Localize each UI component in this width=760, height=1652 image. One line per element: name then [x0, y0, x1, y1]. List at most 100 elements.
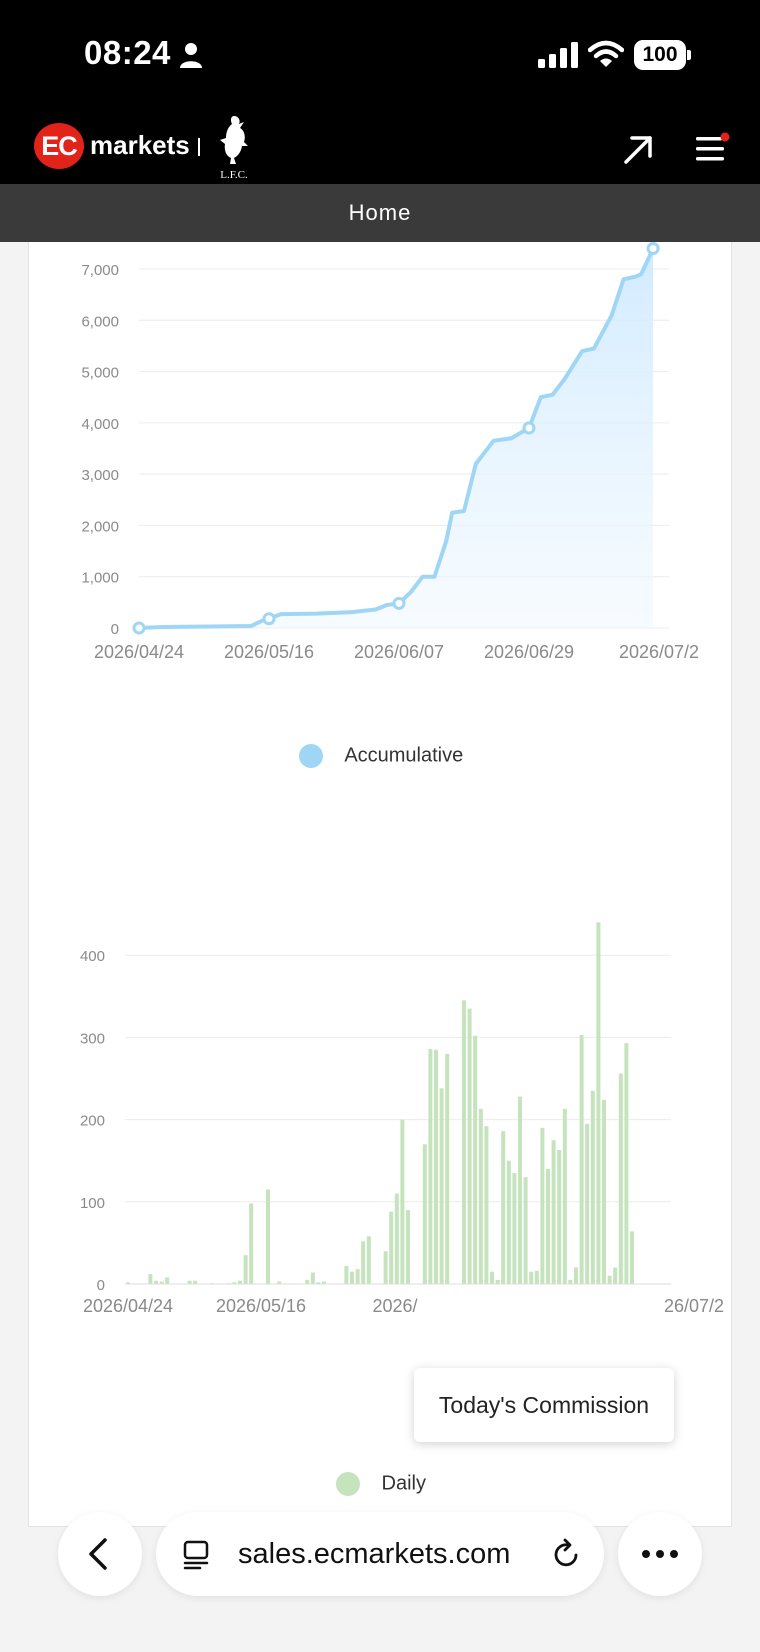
y-tick-label: 2,000: [81, 518, 119, 535]
accumulative-legend[interactable]: Accumulative: [29, 744, 733, 768]
daily-bar: [579, 1034, 584, 1284]
daily-bar: [518, 1096, 522, 1284]
chevron-left-icon: [89, 1538, 107, 1570]
daily-bar: [467, 1008, 472, 1284]
daily-bar: [618, 1073, 623, 1284]
x-tick-label: 2026/05/16: [216, 1296, 306, 1316]
daily-bar: [310, 1272, 315, 1284]
back-button[interactable]: [58, 1512, 142, 1596]
url-text: sales.ecmarkets.com: [238, 1538, 511, 1570]
logo-divider: [198, 138, 200, 156]
hamburger-menu-icon[interactable]: [694, 132, 730, 164]
page-title: Home: [348, 200, 412, 225]
daily-bar: [473, 1035, 478, 1284]
more-options-button[interactable]: [618, 1512, 702, 1596]
external-link-arrow-icon[interactable]: [622, 132, 656, 166]
daily-chart-svg: 0 100 200 300 400 500 2026/04/24 2026/05/16 2026…: [80, 866, 724, 1316]
ellipsis-icon: [642, 1550, 678, 1558]
y-tick-label: 300: [80, 1030, 105, 1047]
daily-bar: [126, 1282, 130, 1284]
daily-bar: [562, 1108, 567, 1284]
daily-bar: [624, 1043, 629, 1284]
daily-bar: [249, 1203, 254, 1284]
accumulative-area: [139, 248, 654, 628]
daily-bar: [305, 1279, 310, 1284]
accumulative-chart[interactable]: 0 1,000 2,000 3,000 4,000 5,000 6,000 7,000 2026…: [29, 241, 733, 702]
y-tick-label: 6,000: [81, 313, 119, 330]
daily-bar: [607, 1275, 612, 1284]
daily-bar: [344, 1265, 349, 1284]
ec-logo-text: markets: [90, 130, 190, 160]
daily-bar: [277, 1281, 282, 1284]
x-tick-label: 2026/06/29: [484, 642, 574, 662]
daily-bar: [596, 922, 601, 1284]
battery-cap: [687, 50, 691, 60]
daily-bar: [355, 1269, 360, 1284]
page-menu-icon[interactable]: [182, 1540, 210, 1570]
daily-chart[interactable]: 0 100 200 300 400 500 2026/04/24 2026/05/16 2026…: [29, 866, 733, 1342]
daily-bar: [243, 1255, 248, 1284]
x-tick-label: 2026/05/16: [224, 642, 314, 662]
daily-bar: [383, 1251, 388, 1284]
x-tick-label: 2026/: [372, 1296, 417, 1316]
wifi-icon: [588, 40, 624, 67]
person-icon: [180, 43, 202, 68]
daily-bar: [501, 1131, 506, 1284]
daily-bar: [630, 1231, 634, 1284]
x-tick-label: 26/07/2: [664, 1296, 724, 1316]
battery-indicator: 100: [634, 40, 691, 70]
daily-bar: [512, 1173, 517, 1284]
y-tick-label: 100: [80, 1195, 105, 1212]
daily-bar: [613, 1267, 618, 1284]
accumulative-chart-svg: 0 1,000 2,000 3,000 4,000 5,000 6,000 7,000 2026…: [81, 241, 699, 662]
data-point-marker: [132, 621, 146, 635]
address-bar[interactable]: sales.ecmarkets.com: [156, 1512, 604, 1596]
daily-legend-swatch: [335, 1472, 360, 1496]
commission-tooltip: Today's Commission: [414, 1368, 674, 1442]
daily-bar: [540, 1127, 545, 1284]
daily-bar: [266, 1189, 270, 1284]
daily-bar: [350, 1271, 354, 1284]
daily-bar: [551, 1140, 556, 1284]
daily-bar: [506, 1160, 511, 1284]
x-tick-label: 2026/04/24: [83, 1296, 173, 1316]
y-tick-label: 500: [80, 882, 105, 883]
daily-bar: [159, 1281, 164, 1284]
app-header: EC markets L.F.C.: [0, 110, 760, 184]
ec-logo-mark[interactable]: EC: [34, 123, 84, 169]
daily-bar: [165, 1277, 170, 1284]
data-point-marker: [392, 596, 406, 610]
y-tick-label: 0: [97, 1277, 105, 1294]
daily-bar: [574, 1267, 578, 1284]
daily-bar: [484, 1126, 489, 1284]
daily-bar: [445, 1053, 450, 1284]
data-point-marker: [262, 612, 276, 626]
daily-bar: [154, 1280, 158, 1284]
daily-bar: [187, 1280, 192, 1284]
daily-bar: [568, 1279, 573, 1284]
daily-bar: [534, 1270, 539, 1284]
daily-bar: [546, 1168, 550, 1284]
daily-bar: [394, 1193, 399, 1284]
lfc-logo-lettering: L.F.C.: [220, 169, 248, 181]
daily-bar: [462, 1000, 466, 1284]
daily-bar: [406, 1210, 410, 1284]
reload-icon[interactable]: [550, 1538, 582, 1570]
status-time: 08:24: [84, 34, 171, 71]
daily-bar: [529, 1271, 534, 1284]
daily-bar: [523, 1177, 528, 1284]
daily-legend[interactable]: Daily: [29, 1472, 733, 1496]
cellular-signal-icon: [538, 42, 578, 68]
daily-bar: [422, 1144, 427, 1284]
commission-card: 0 1,000 2,000 3,000 4,000 5,000 6,000 7,000 2026…: [28, 241, 733, 1527]
daily-bar: [557, 1150, 562, 1284]
daily-bar: [316, 1282, 321, 1284]
daily-bar: [366, 1236, 371, 1284]
data-point-marker: [646, 241, 660, 255]
daily-bar: [428, 1048, 433, 1284]
y-tick-label: 5,000: [81, 365, 119, 382]
y-tick-label: 400: [80, 948, 105, 965]
daily-bar: [148, 1274, 153, 1284]
x-tick-label: 2026/06/07: [354, 642, 444, 662]
daily-bar: [478, 1108, 483, 1284]
